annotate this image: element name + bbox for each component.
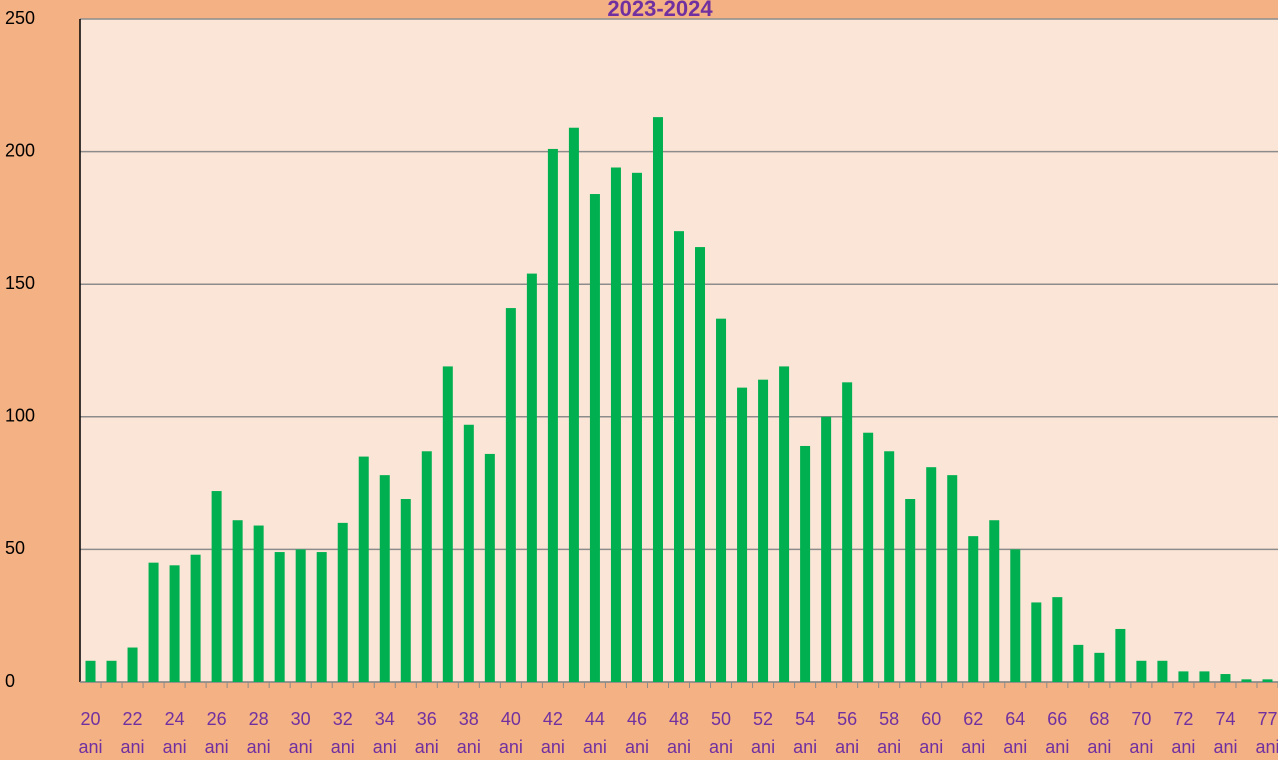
bar xyxy=(737,387,748,682)
bar xyxy=(127,647,138,682)
bar xyxy=(337,522,348,682)
bar xyxy=(526,273,537,682)
bar xyxy=(1220,674,1231,682)
y-tick-label: 150 xyxy=(5,273,35,293)
x-tick-label: 40 ani xyxy=(499,709,523,757)
bar xyxy=(610,167,621,683)
x-tick-label: 72 ani xyxy=(1171,709,1195,757)
bar xyxy=(926,467,937,682)
x-tick-label: 48 ani xyxy=(667,709,691,757)
x-tick-label: 74 ani xyxy=(1213,709,1237,757)
x-tick-label: 54 ani xyxy=(793,709,817,757)
bar xyxy=(85,660,96,682)
bar xyxy=(568,127,579,683)
x-tick-label: 56 ani xyxy=(835,709,859,757)
x-tick-label: 42 ani xyxy=(541,709,565,757)
bar xyxy=(295,549,306,682)
x-tick-label: 60 ani xyxy=(919,709,943,757)
x-tick-label: 77 ani xyxy=(1255,709,1278,757)
bar xyxy=(106,660,117,682)
bar xyxy=(758,379,769,682)
bar xyxy=(905,499,916,682)
bar xyxy=(947,475,958,682)
bar xyxy=(169,565,180,682)
chart-title: 2023-2024 xyxy=(607,0,713,21)
bar xyxy=(968,536,979,682)
bar xyxy=(316,552,327,682)
x-tick-label: 34 ani xyxy=(373,709,397,757)
bar xyxy=(211,491,222,682)
y-tick-label: 200 xyxy=(5,140,35,160)
bar xyxy=(463,424,474,682)
bar xyxy=(631,172,642,683)
bar xyxy=(1010,549,1021,682)
x-tick-label: 24 ani xyxy=(163,709,187,757)
bar xyxy=(421,451,432,682)
x-tick-label: 30 ani xyxy=(289,709,313,757)
bar xyxy=(1136,660,1147,682)
y-tick-label: 50 xyxy=(5,538,25,558)
y-tick-label: 250 xyxy=(5,8,35,28)
x-tick-label: 28 ani xyxy=(247,709,271,757)
bar xyxy=(442,366,453,682)
bar xyxy=(1241,679,1252,682)
x-tick-label: 38 ani xyxy=(457,709,481,757)
bar xyxy=(863,432,874,682)
x-tick-label: 66 ani xyxy=(1045,709,1069,757)
x-tick-label: 62 ani xyxy=(961,709,985,757)
x-tick-label: 36 ani xyxy=(415,709,439,757)
x-tick-label: 70 ani xyxy=(1129,709,1153,757)
x-tick-label: 44 ani xyxy=(583,709,607,757)
bar xyxy=(400,499,411,682)
bar xyxy=(884,451,895,682)
bar xyxy=(190,554,201,682)
bar xyxy=(148,562,159,682)
bar xyxy=(379,475,390,682)
bar xyxy=(1157,660,1168,682)
bar xyxy=(1094,652,1105,682)
bar xyxy=(1178,671,1189,682)
bar xyxy=(821,416,832,682)
bar xyxy=(695,247,706,682)
bar xyxy=(1199,671,1210,682)
bar xyxy=(253,525,264,682)
bar xyxy=(505,308,516,682)
x-tick-label: 58 ani xyxy=(877,709,901,757)
bar xyxy=(232,520,243,682)
bar xyxy=(274,552,285,682)
bar xyxy=(1115,628,1126,682)
x-tick-label: 64 ani xyxy=(1003,709,1027,757)
x-tick-label: 22 ani xyxy=(121,709,145,757)
bar xyxy=(1073,644,1084,682)
y-tick-label: 100 xyxy=(5,406,35,426)
bar xyxy=(547,148,558,682)
bar xyxy=(484,453,495,682)
bar xyxy=(674,231,684,682)
x-tick-label: 52 ani xyxy=(751,709,775,757)
bar xyxy=(358,456,369,682)
bar xyxy=(716,318,727,682)
x-tick-label: 32 ani xyxy=(331,709,355,757)
bar xyxy=(1262,679,1273,682)
bar xyxy=(589,194,600,683)
bar xyxy=(989,520,1000,682)
bar xyxy=(800,445,811,682)
bar xyxy=(1031,602,1042,682)
y-tick-label: 0 xyxy=(5,671,15,691)
x-tick-label: 50 ani xyxy=(709,709,733,757)
x-tick-label: 26 ani xyxy=(205,709,229,757)
x-tick-label: 20 ani xyxy=(78,709,102,757)
bar xyxy=(842,382,853,682)
x-tick-label: 46 ani xyxy=(625,709,649,757)
bar xyxy=(779,366,790,682)
bar xyxy=(1052,597,1063,682)
bar xyxy=(652,117,663,682)
x-tick-label: 68 ani xyxy=(1087,709,1111,757)
